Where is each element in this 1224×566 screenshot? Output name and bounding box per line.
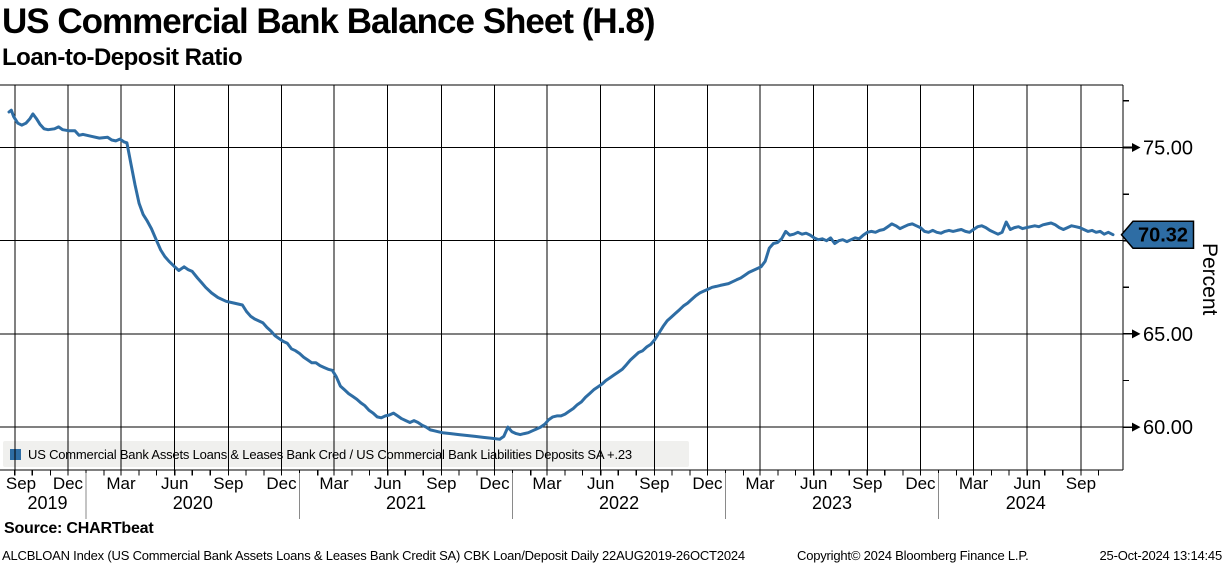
x-axis-month-label: Mar bbox=[319, 474, 349, 493]
y-axis-tick-label: 60.00 bbox=[1143, 417, 1193, 439]
y-axis-tick-label: 65.00 bbox=[1143, 324, 1193, 346]
loan-to-deposit-line bbox=[7, 108, 1115, 441]
x-axis-month-label: Sep bbox=[1066, 474, 1096, 493]
y-axis-tick-label: 75.00 bbox=[1143, 137, 1193, 159]
x-axis-month-label: Sep bbox=[852, 474, 882, 493]
page-subtitle: Loan-to-Deposit Ratio bbox=[2, 44, 243, 71]
footer: ALCBLOAN Index (US Commercial Bank Asset… bbox=[0, 548, 1224, 566]
x-axis-month-label: Mar bbox=[106, 474, 136, 493]
x-axis-month-label: Jun bbox=[374, 474, 401, 493]
x-axis-month-label: Dec bbox=[692, 474, 723, 493]
x-axis-year-label: 2024 bbox=[1006, 493, 1046, 513]
legend-label: US Commercial Bank Assets Loans & Leases… bbox=[28, 446, 632, 462]
x-axis-month-label: Jun bbox=[587, 474, 614, 493]
y-axis-title: Percent bbox=[1198, 243, 1221, 316]
x-axis-month-label: Dec bbox=[53, 474, 84, 493]
x-axis-month-label: Sep bbox=[639, 474, 669, 493]
legend-square-swatch-icon bbox=[10, 448, 21, 460]
x-axis-month-label: Sep bbox=[213, 474, 243, 493]
x-axis-month-label: Jun bbox=[1014, 474, 1041, 493]
x-axis-month-label: Mar bbox=[959, 474, 989, 493]
legend: US Commercial Bank Assets Loans & Leases… bbox=[3, 441, 689, 467]
x-axis-month-label: Mar bbox=[532, 474, 562, 493]
y-tick-arrow-icon bbox=[1132, 422, 1141, 432]
x-axis-month-label: Dec bbox=[905, 474, 936, 493]
x-axis-month-label: Sep bbox=[426, 474, 456, 493]
x-axis-month-label: Sep bbox=[6, 474, 36, 493]
x-axis-year-label: 2022 bbox=[599, 493, 639, 513]
x-axis-month-label: Dec bbox=[266, 474, 297, 493]
x-axis-month-label: Dec bbox=[479, 474, 510, 493]
last-value-badge-label: 70.32 bbox=[1138, 225, 1188, 247]
x-axis-month-label: Mar bbox=[745, 474, 775, 493]
y-tick-arrow-icon bbox=[1132, 142, 1141, 152]
y-tick-arrow-icon bbox=[1132, 329, 1141, 339]
last-value-badge bbox=[1120, 220, 1195, 249]
x-axis-month-label: Jun bbox=[161, 474, 188, 493]
footer-ticker-info: ALCBLOAN Index (US Commercial Bank Asset… bbox=[2, 548, 745, 563]
x-axis-month-label: Jun bbox=[800, 474, 827, 493]
x-axis-year-label: 2021 bbox=[386, 493, 426, 513]
footer-copyright: Copyright© 2024 Bloomberg Finance L.P. bbox=[797, 548, 1029, 563]
x-axis-year-label: 2019 bbox=[27, 493, 67, 513]
x-axis-year-label: 2020 bbox=[173, 493, 213, 513]
footer-datetime: 25-Oct-2024 13:14:45 bbox=[1099, 548, 1223, 563]
x-axis-year-label: 2023 bbox=[812, 493, 852, 513]
source-line: Source: CHARTbeat bbox=[4, 520, 154, 537]
page-title: US Commercial Bank Balance Sheet (H.8) bbox=[2, 2, 656, 41]
